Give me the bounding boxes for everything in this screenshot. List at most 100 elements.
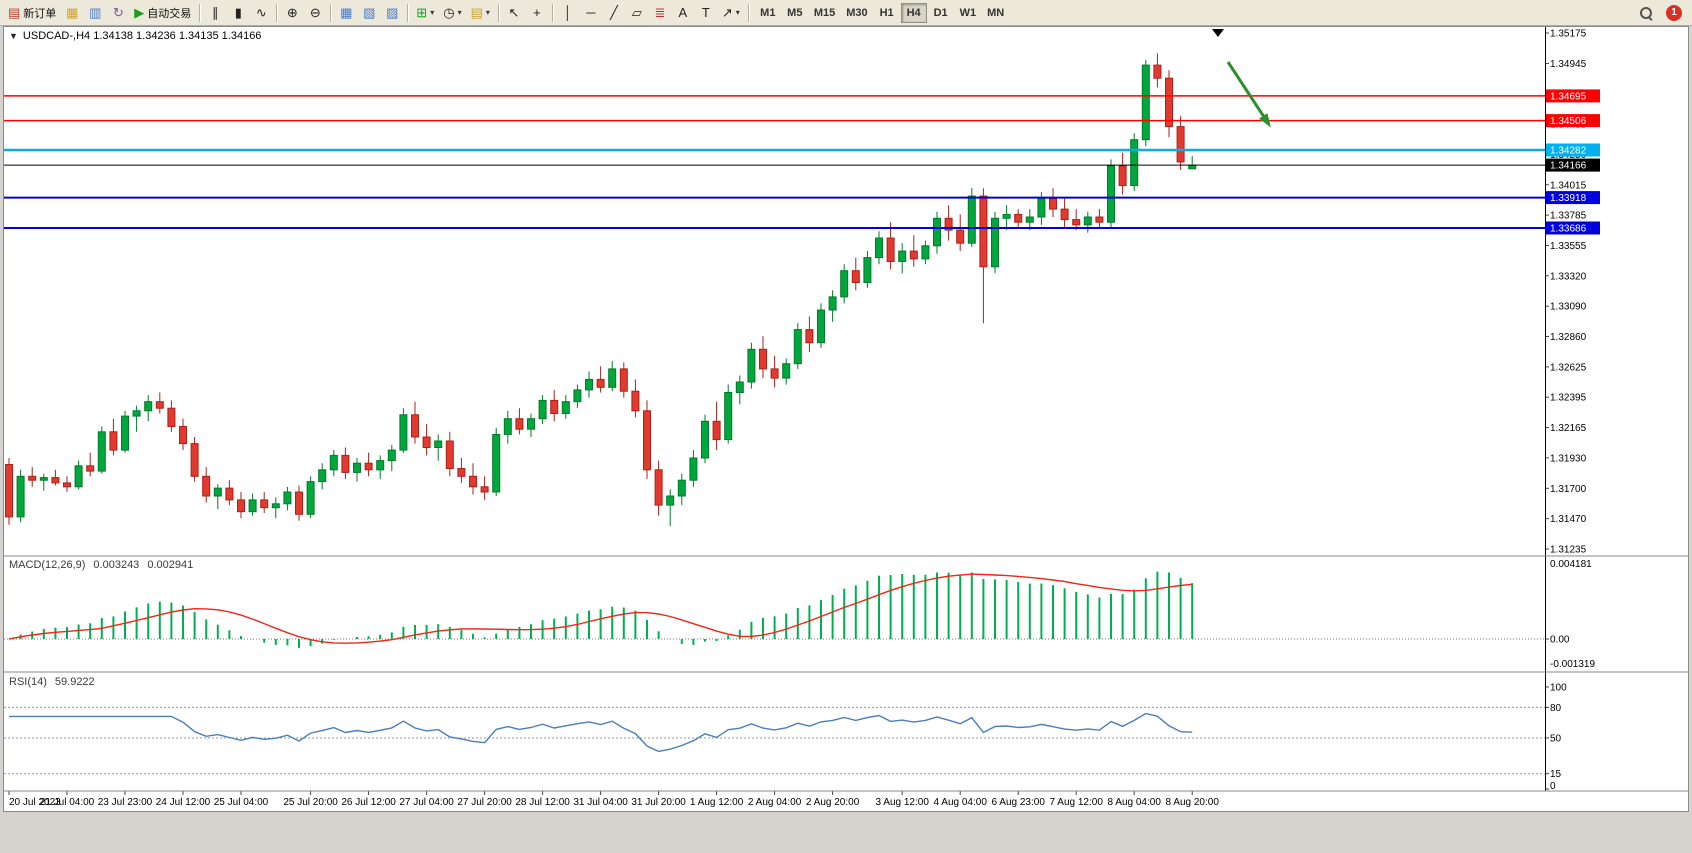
svg-text:1.32860: 1.32860 bbox=[1550, 332, 1587, 343]
timeframe-m1-button[interactable]: M1 bbox=[755, 3, 781, 23]
crosshair-button[interactable]: + bbox=[526, 2, 548, 24]
candle-body bbox=[503, 418, 512, 435]
refresh-button[interactable]: ↻ bbox=[107, 2, 129, 24]
arrange-windows-button[interactable]: ▨ bbox=[381, 2, 403, 24]
arrow-annotation[interactable] bbox=[1226, 61, 1271, 128]
autotrade-button[interactable]: ▶ 自动交易 bbox=[130, 2, 195, 24]
svg-text:1.33320: 1.33320 bbox=[1550, 271, 1587, 282]
arrows-button[interactable]: ↗ ▾ bbox=[718, 2, 744, 24]
svg-text:31 Jul 04:00: 31 Jul 04:00 bbox=[573, 797, 628, 808]
candle-body bbox=[329, 454, 338, 471]
trendline-button[interactable]: ╱ bbox=[603, 2, 625, 24]
horizontal-line-1.33686[interactable]: 1.33686 bbox=[4, 221, 1600, 235]
candle-body bbox=[654, 469, 663, 506]
new-order-button[interactable]: ▤ 新订单 bbox=[4, 2, 60, 24]
vertical-line-button[interactable]: │ bbox=[557, 2, 579, 24]
cascade-windows-button[interactable]: ▧ bbox=[358, 2, 380, 24]
horizontal-line-icon: ─ bbox=[586, 5, 596, 20]
svg-text:0.004181: 0.004181 bbox=[1550, 559, 1592, 570]
timeframe-m15-button[interactable]: M15 bbox=[809, 3, 840, 23]
profiles-icon: ▥ bbox=[89, 5, 102, 20]
search-icon bbox=[1639, 6, 1653, 20]
periods-button[interactable]: ◷ ▾ bbox=[439, 2, 465, 24]
timeframe-h1-button[interactable]: H1 bbox=[874, 3, 900, 23]
svg-text:1.34695: 1.34695 bbox=[1550, 91, 1587, 102]
candle-body bbox=[1002, 213, 1011, 219]
text-label-icon: T bbox=[701, 5, 710, 20]
horizontal-line-1.34695[interactable]: 1.34695 bbox=[4, 89, 1600, 103]
chart-windows-button[interactable]: ▦ bbox=[61, 2, 83, 24]
zoom-in-icon: ⊕ bbox=[286, 5, 298, 20]
candle-body bbox=[863, 257, 872, 284]
svg-text:1.34015: 1.34015 bbox=[1550, 180, 1587, 191]
candle-body bbox=[608, 368, 617, 388]
profiles-button[interactable]: ▥ bbox=[84, 2, 106, 24]
svg-text:20 Jul 2023: 20 Jul 2023 bbox=[9, 797, 61, 808]
candle-body bbox=[666, 495, 675, 506]
candle-body bbox=[434, 440, 443, 448]
equidistant-channel-icon: ▱ bbox=[631, 5, 642, 20]
candle-body bbox=[399, 414, 408, 451]
zoom-out-button[interactable]: ⊖ bbox=[304, 2, 326, 24]
candle-body bbox=[1188, 164, 1197, 170]
candle-body bbox=[492, 433, 501, 493]
toolbar-buttons: ▤ 新订单 ▦ ▥ ↻ ▶ 自动交易 ∥ ▮ ∿ ⊕ ⊖ ▦ ▧ ▨ ⊞ ▾ ◷ ▾ ▤ ▾ ↖ + │ ─ ╱ ▱ ≣ A T ↗ ▾ bbox=[4, 2, 752, 24]
timeframe-mn-button[interactable]: MN bbox=[982, 3, 1009, 23]
candle-body bbox=[318, 469, 327, 483]
timeframe-w1-button[interactable]: W1 bbox=[955, 3, 982, 23]
candle-body bbox=[1107, 165, 1115, 223]
tile-windows-button[interactable]: ▦ bbox=[335, 2, 357, 24]
horizontal-line-1.33918[interactable]: 1.33918 bbox=[4, 191, 1600, 205]
rsi-panel: 100 80 50 150 bbox=[4, 683, 1567, 792]
timeframe-h4-button[interactable]: H4 bbox=[900, 2, 927, 23]
svg-text:2 Aug 04:00: 2 Aug 04:00 bbox=[748, 797, 802, 808]
indicators-button[interactable]: ⊞ ▾ bbox=[412, 2, 438, 24]
svg-text:100: 100 bbox=[1550, 683, 1567, 694]
timeframe-m5-button[interactable]: M5 bbox=[782, 3, 808, 23]
channel-button[interactable]: ▱ bbox=[626, 2, 648, 24]
line-chart-button[interactable]: ∿ bbox=[250, 2, 272, 24]
trendline-icon: ╱ bbox=[609, 5, 618, 20]
templates-icon: ▤ bbox=[470, 5, 483, 20]
candle-body bbox=[237, 499, 245, 513]
zoom-in-button[interactable]: ⊕ bbox=[281, 2, 303, 24]
horizontal-line-1.34282[interactable]: 1.34282 bbox=[4, 143, 1600, 157]
svg-text:80: 80 bbox=[1550, 703, 1562, 714]
fibonacci-button[interactable]: ≣ bbox=[649, 2, 671, 24]
horizontal-line-1.34506[interactable]: 1.34506 bbox=[4, 114, 1600, 128]
templates-button[interactable]: ▤ ▾ bbox=[467, 2, 494, 24]
timeframe-d1-button[interactable]: D1 bbox=[928, 3, 954, 23]
toolbar-separator bbox=[276, 3, 278, 22]
price-tag bbox=[1546, 158, 1600, 172]
svg-text:27 Jul 04:00: 27 Jul 04:00 bbox=[399, 797, 454, 808]
candle-body bbox=[596, 378, 605, 388]
candle-body bbox=[886, 237, 895, 262]
candle-body bbox=[144, 401, 153, 412]
one-click-trading-toggle[interactable]: ▼ bbox=[9, 31, 18, 41]
timeframe-m30-button[interactable]: M30 bbox=[841, 3, 872, 23]
bar-chart-button[interactable]: ∥ bbox=[204, 2, 226, 24]
horizontal-line-button[interactable]: ─ bbox=[580, 2, 602, 24]
text-label-button[interactable]: T bbox=[695, 2, 717, 24]
clock-icon: ◷ bbox=[443, 5, 455, 20]
svg-text:24 Jul 12:00: 24 Jul 12:00 bbox=[156, 797, 211, 808]
autotrade-label: 自动交易 bbox=[147, 7, 192, 20]
horizontal-line-1.34166[interactable]: 1.34166 bbox=[4, 158, 1600, 172]
indicators-icon: ⊞ bbox=[416, 5, 428, 20]
candle-chart-button[interactable]: ▮ bbox=[227, 2, 249, 24]
candle-body bbox=[689, 457, 698, 481]
cursor-button[interactable]: ↖ bbox=[503, 2, 525, 24]
toolbar-separator bbox=[747, 3, 749, 22]
price-tag bbox=[1546, 143, 1600, 157]
zoom-out-icon: ⊖ bbox=[309, 5, 321, 20]
candle-body bbox=[1130, 139, 1139, 187]
search-button[interactable] bbox=[1635, 2, 1657, 24]
svg-text:1.34506: 1.34506 bbox=[1550, 116, 1587, 127]
candle-body bbox=[190, 443, 199, 477]
text-button[interactable]: A bbox=[672, 2, 694, 24]
chart-shift-marker-icon[interactable] bbox=[1212, 29, 1224, 37]
notification-badge[interactable]: 1 bbox=[1666, 4, 1682, 21]
svg-text:1.31700: 1.31700 bbox=[1550, 484, 1587, 495]
